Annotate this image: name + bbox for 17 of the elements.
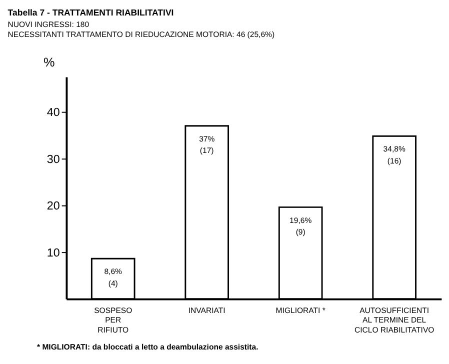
y-axis-title: % (44, 56, 55, 70)
data-label: 8,6% (4) (104, 267, 122, 288)
data-label: 37% (17) (199, 134, 215, 156)
text: * MIGLIORATI: da bloccati a letto a deambulazione assistita. (37, 342, 258, 352)
x-tick-label: AUTOSUFFICIENTI AL TERMINE DEL CICLO RIABILITATIVO (354, 306, 434, 334)
text: NECESSITANTI TRATTAMENTO DI RIEDUCAZIONE MOTORIA: 46 (25,6%) (8, 30, 275, 39)
chart-title: Tabella 7 - TRATTAMENTI RIABILITATIVI (8, 7, 174, 18)
text: NUOVI INGRESSI: 180 (8, 20, 90, 30)
y-tick-label: 10 (46, 246, 60, 260)
x-tick-label: SOSPESO PER RIFIUTO (94, 306, 132, 334)
x-tick-label: MIGLIORATI * (276, 306, 326, 315)
x-tick-label: INVARIATI (188, 306, 226, 315)
data-label: 34,8% (16) (383, 144, 406, 166)
y-tick-label: 30 (46, 152, 60, 166)
y-tick-label: 20 (46, 200, 60, 213)
y-tick-label: 40 (46, 106, 60, 120)
data-label: 19,6% (9) (290, 216, 312, 236)
